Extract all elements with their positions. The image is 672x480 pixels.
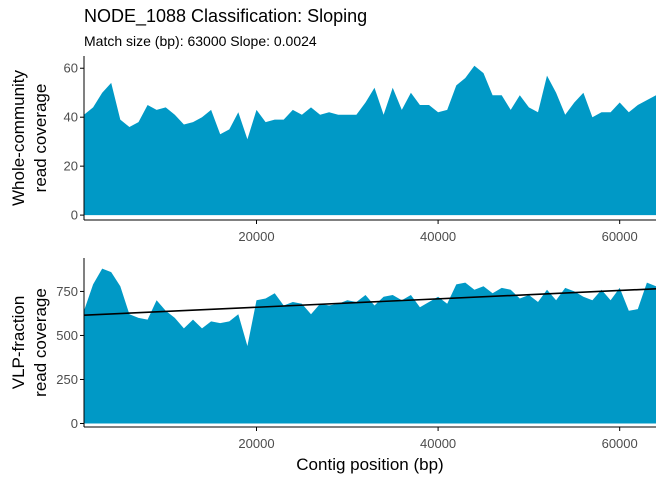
panel-whole-community: 0 20 40 60 20000 40000 60000 Whole-community rea… — [9, 56, 656, 244]
y-tick-label: 20 — [64, 159, 78, 174]
x-tick-label: 20000 — [238, 229, 274, 244]
y-tick-label: 40 — [64, 110, 78, 125]
chart-title: NODE_1088 Classification: Sloping — [84, 6, 368, 26]
y-tick-label: 0 — [71, 416, 78, 431]
x-axis-title: Contig position (bp) — [296, 455, 443, 474]
coverage-area — [84, 65, 656, 216]
x-tick-label: 60000 — [602, 436, 638, 451]
y-axis-title: read coverage — [31, 288, 50, 397]
y-tick-label: 750 — [56, 284, 78, 299]
x-tick-label: 60000 — [602, 229, 638, 244]
y-tick-label: 0 — [71, 208, 78, 223]
y-tick-label: 500 — [56, 328, 78, 343]
trend-line — [83, 288, 657, 317]
chart-subtitle: Match size (bp): 63000 Slope: 0.0024 — [84, 33, 317, 49]
y-tick-label: 250 — [56, 372, 78, 387]
x-tick-label: 20000 — [238, 436, 274, 451]
coverage-area — [84, 268, 656, 424]
x-tick-label: 40000 — [420, 436, 456, 451]
y-tick-label: 60 — [64, 61, 78, 76]
y-axis-title: read coverage — [31, 84, 50, 193]
x-tick-label: 40000 — [420, 229, 456, 244]
panel-vlp-fraction: 0 250 500 750 20000 40000 60000 VLP-fraction rea… — [9, 258, 657, 474]
y-axis-title: Whole-community — [9, 69, 28, 206]
y-axis-title: VLP-fraction — [9, 296, 28, 390]
